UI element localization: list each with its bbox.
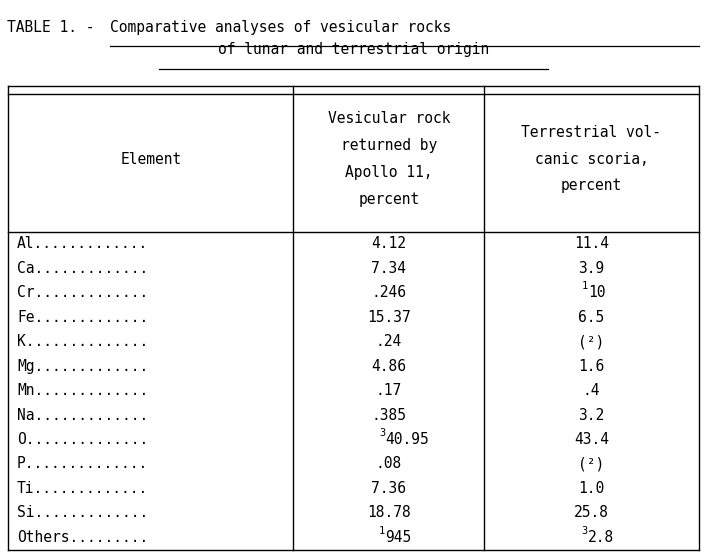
Text: percent: percent xyxy=(358,192,419,206)
Text: 3: 3 xyxy=(582,526,588,536)
Text: .17: .17 xyxy=(375,383,402,398)
Text: .246: .246 xyxy=(371,285,407,300)
Text: 10: 10 xyxy=(588,285,605,300)
Text: TABLE 1. -: TABLE 1. - xyxy=(7,20,103,35)
Text: .4: .4 xyxy=(583,383,600,398)
Text: Element: Element xyxy=(120,152,182,166)
Text: Ti.............: Ti............. xyxy=(17,481,148,496)
Text: 40.95: 40.95 xyxy=(385,432,429,447)
Text: 4.12: 4.12 xyxy=(371,236,407,251)
Text: 945: 945 xyxy=(385,530,411,545)
Text: 3.9: 3.9 xyxy=(578,261,604,276)
Text: Si.............: Si............. xyxy=(17,506,148,521)
Text: 1: 1 xyxy=(379,526,385,536)
Text: Vesicular rock: Vesicular rock xyxy=(327,112,450,126)
Text: 18.78: 18.78 xyxy=(367,506,411,521)
Text: (²): (²) xyxy=(578,334,604,349)
Text: 4.86: 4.86 xyxy=(371,359,407,374)
Text: O..............: O.............. xyxy=(17,432,148,447)
Text: 7.36: 7.36 xyxy=(371,481,407,496)
Text: .385: .385 xyxy=(371,407,407,422)
Text: canic scoria,: canic scoria, xyxy=(534,152,648,166)
Text: Comparative analyses of vesicular rocks: Comparative analyses of vesicular rocks xyxy=(110,20,451,35)
Text: 3.2: 3.2 xyxy=(578,407,604,422)
Text: 2.8: 2.8 xyxy=(588,530,614,545)
Text: Al.............: Al............. xyxy=(17,236,148,251)
Text: 3: 3 xyxy=(379,428,385,438)
Text: returned by: returned by xyxy=(341,138,437,153)
Text: 7.34: 7.34 xyxy=(371,261,407,276)
Text: Fe.............: Fe............. xyxy=(17,310,148,325)
Text: Mg.............: Mg............. xyxy=(17,359,148,374)
Text: Others.........: Others......... xyxy=(17,530,148,545)
Text: percent: percent xyxy=(561,179,622,193)
Text: Apollo 11,: Apollo 11, xyxy=(345,165,433,180)
Text: 1.6: 1.6 xyxy=(578,359,604,374)
Text: Cr.............: Cr............. xyxy=(17,285,148,300)
Text: K..............: K.............. xyxy=(17,334,148,349)
Text: Ca.............: Ca............. xyxy=(17,261,148,276)
Text: 25.8: 25.8 xyxy=(574,506,609,521)
Text: 1.0: 1.0 xyxy=(578,481,604,496)
Text: 11.4: 11.4 xyxy=(574,236,609,251)
Text: 6.5: 6.5 xyxy=(578,310,604,325)
Text: 43.4: 43.4 xyxy=(574,432,609,447)
Text: 1: 1 xyxy=(582,281,588,291)
Text: Mn.............: Mn............. xyxy=(17,383,148,398)
Text: 15.37: 15.37 xyxy=(367,310,411,325)
Text: of lunar and terrestrial origin: of lunar and terrestrial origin xyxy=(218,42,489,57)
Text: Terrestrial vol-: Terrestrial vol- xyxy=(521,125,662,140)
Text: Na.............: Na............. xyxy=(17,407,148,422)
Text: .08: .08 xyxy=(375,456,402,472)
Text: .24: .24 xyxy=(375,334,402,349)
Text: P..............: P.............. xyxy=(17,456,148,472)
Text: (²): (²) xyxy=(578,456,604,472)
